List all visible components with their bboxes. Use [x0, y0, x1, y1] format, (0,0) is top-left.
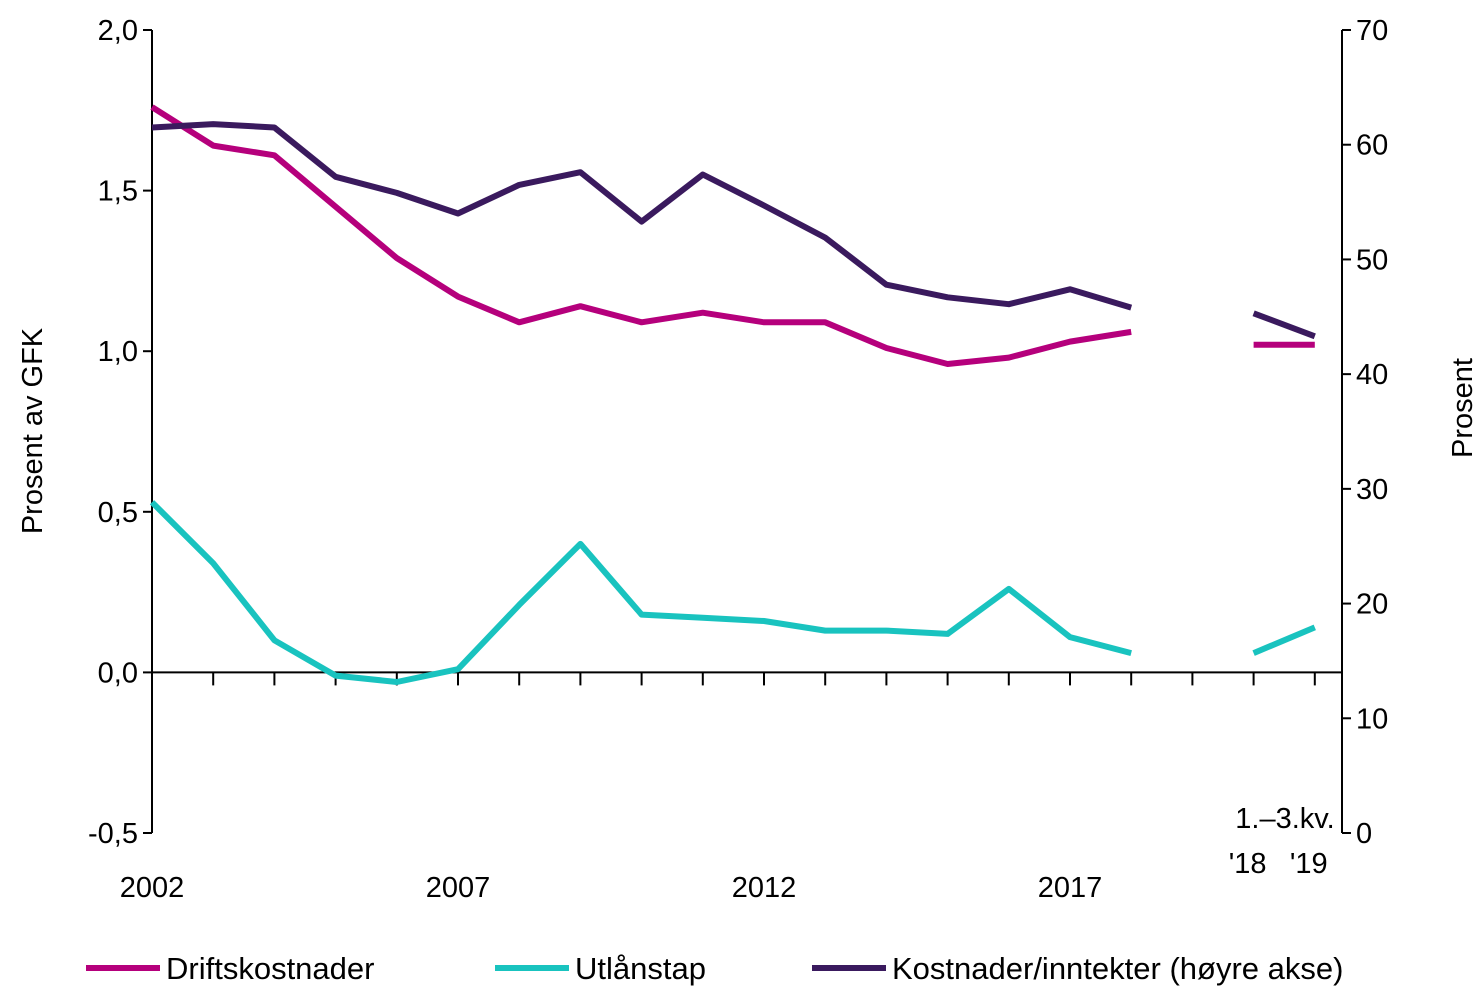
tick-labels-group: -0,5 0,0 0,5 1,0 1,5 2,0 0 10 20 30 40 50 60 70 2002 20… — [17, 15, 1479, 904]
right-y-tick-label: 70 — [1356, 15, 1388, 47]
legend-label: Driftskostnader — [166, 951, 374, 986]
right-y-tick-label: 30 — [1356, 474, 1388, 506]
x-tick-label: 2017 — [1038, 872, 1103, 904]
right-y-tick-label: 40 — [1356, 359, 1388, 391]
right-y-axis-title: Prosent — [1447, 358, 1479, 458]
right-y-tick-label: 10 — [1356, 703, 1388, 735]
series-line — [149, 500, 1132, 685]
legend-item: Driftskostnader — [86, 951, 374, 986]
series-3 — [151, 121, 1316, 340]
period-tick-label: '18 — [1229, 848, 1267, 880]
period-tick-label: '19 — [1290, 848, 1328, 880]
legend: Driftskostnader Utlånstap Kostnader/inntek… — [86, 951, 1343, 986]
right-y-tick-label: 0 — [1356, 818, 1372, 850]
series-line — [151, 121, 1133, 311]
x-tick-label: 2012 — [732, 872, 797, 904]
legend-label: Utlånstap — [575, 951, 706, 986]
right-y-tick-label: 50 — [1356, 244, 1388, 276]
period-label: 1.–3.kv. — [1235, 803, 1334, 835]
legend-item: Kostnader/inntekter (høyre akse) — [812, 951, 1343, 986]
legend-item: Utlånstap — [495, 951, 706, 986]
left-y-tick-label: 2,0 — [98, 15, 138, 47]
series-line — [1252, 624, 1316, 656]
left-y-tick-label: 0,5 — [98, 497, 138, 529]
series-line — [1252, 310, 1316, 340]
x-tick-label: 2007 — [426, 872, 491, 904]
right-y-tick-label: 60 — [1356, 130, 1388, 162]
axes-group — [143, 29, 1351, 834]
legend-label: Kostnader/inntekter (høyre akse) — [892, 951, 1343, 986]
left-y-tick-label: 1,5 — [98, 176, 138, 208]
right-y-tick-label: 20 — [1356, 589, 1388, 621]
left-y-tick-label: 1,0 — [98, 336, 138, 368]
series-line — [150, 104, 1132, 367]
left-y-tick-label: 0,0 — [98, 657, 138, 689]
series-1 — [150, 104, 1315, 367]
x-tick-label: 2002 — [120, 872, 185, 904]
left-y-axis-title: Prosent av GFK — [17, 327, 49, 534]
series-group — [149, 104, 1316, 685]
series-2 — [149, 500, 1316, 685]
left-y-tick-label: -0,5 — [88, 818, 138, 850]
